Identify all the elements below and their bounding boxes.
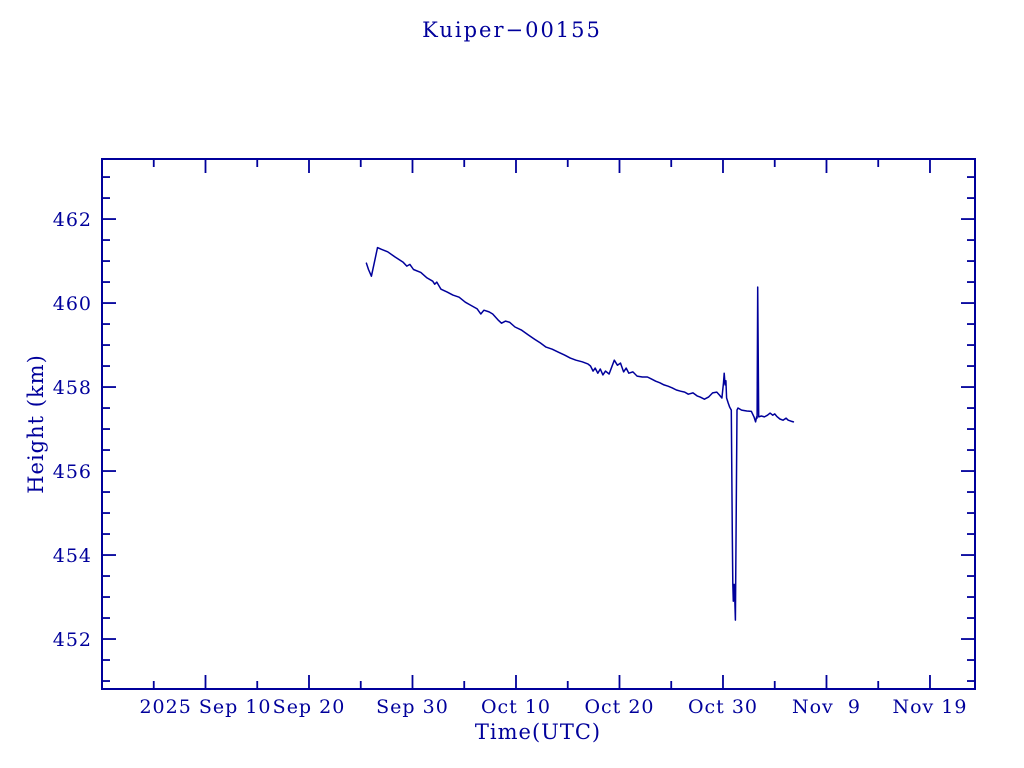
- x-tick-label: Oct 10: [481, 696, 551, 718]
- y-tick-label: 456: [53, 461, 92, 483]
- x-tick-label: 2025 Sep 10: [139, 696, 271, 718]
- chart-title: Kuiper−00155: [422, 18, 602, 42]
- y-tick-label: 462: [53, 209, 92, 231]
- plot-border: [101, 158, 976, 690]
- x-tick-label: Oct 20: [584, 696, 654, 718]
- x-tick-label: Oct 30: [688, 696, 758, 718]
- y-tick-label: 458: [53, 377, 92, 399]
- y-tick-label: 454: [53, 545, 92, 567]
- height-series-line: [365, 246, 795, 621]
- x-tick-label: Sep 30: [376, 696, 449, 718]
- x-axis-title: Time(UTC): [474, 720, 602, 744]
- x-tick-label: Nov 19: [892, 696, 967, 718]
- y-tick-label: 452: [53, 629, 92, 651]
- x-tick-label: Nov 9: [792, 696, 861, 718]
- y-tick-label: 460: [53, 293, 92, 315]
- x-tick-label: Sep 20: [273, 696, 346, 718]
